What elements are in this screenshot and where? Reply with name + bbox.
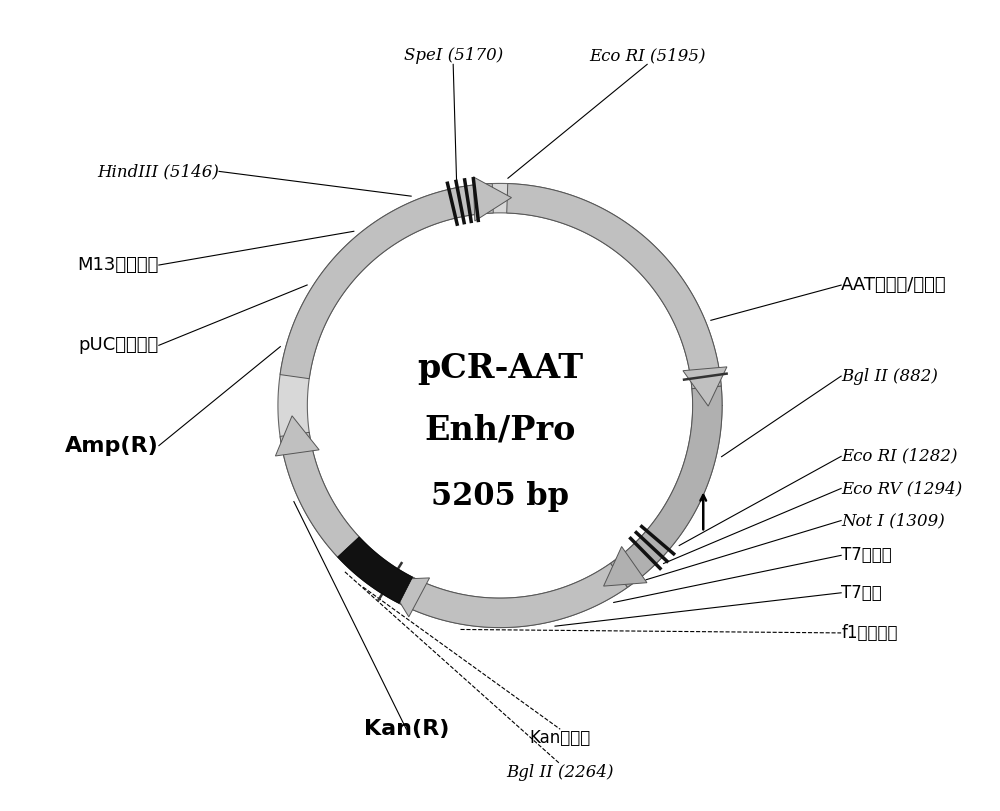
Polygon shape [280, 183, 493, 379]
Polygon shape [386, 578, 430, 617]
Text: M13反向引物: M13反向引物 [77, 256, 159, 274]
Text: SpeI (5170): SpeI (5170) [404, 47, 503, 64]
Polygon shape [683, 367, 727, 406]
Polygon shape [604, 547, 647, 586]
Text: Eco RI (1282): Eco RI (1282) [841, 448, 958, 465]
Polygon shape [275, 416, 319, 456]
Polygon shape [473, 177, 511, 221]
Polygon shape [507, 183, 721, 388]
Text: AAT增强子/启动子: AAT增强子/启动子 [841, 276, 947, 294]
Polygon shape [610, 386, 722, 587]
Polygon shape [280, 432, 410, 602]
Text: pUC复制起点: pUC复制起点 [79, 337, 159, 354]
Polygon shape [278, 183, 722, 628]
Text: Not I (1309): Not I (1309) [841, 512, 945, 529]
Text: HindIII (5146): HindIII (5146) [97, 163, 219, 180]
Text: Eco RV (1294): Eco RV (1294) [841, 480, 962, 497]
Polygon shape [396, 564, 627, 628]
Text: Amp(R): Amp(R) [65, 436, 159, 456]
Text: Enh/Pro: Enh/Pro [424, 413, 576, 446]
Text: pCR-AAT: pCR-AAT [417, 351, 583, 384]
Text: f1复制起点: f1复制起点 [841, 624, 898, 642]
Text: Kan(R): Kan(R) [364, 719, 449, 740]
Polygon shape [338, 537, 413, 603]
Text: T7启动子: T7启动子 [841, 547, 892, 564]
Text: 5205 bp: 5205 bp [431, 481, 569, 512]
Text: Bgl II (882): Bgl II (882) [841, 367, 938, 384]
Text: T7引物: T7引物 [841, 584, 882, 602]
Text: Eco RI (5195): Eco RI (5195) [589, 47, 705, 64]
Text: Bgl II (2264): Bgl II (2264) [506, 764, 614, 781]
Text: Kan启动子: Kan启动子 [530, 729, 591, 747]
